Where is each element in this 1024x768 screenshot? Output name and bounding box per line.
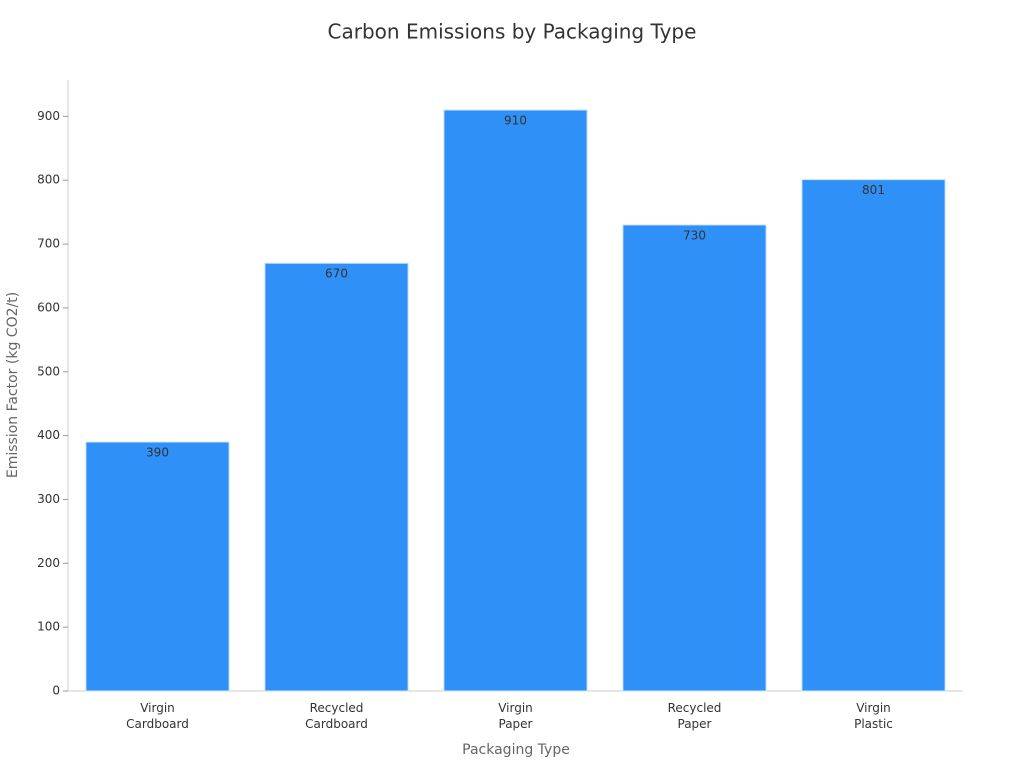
bar <box>85 441 230 692</box>
value-label: 910 <box>504 114 527 128</box>
y-tick-label: 800 <box>37 173 60 187</box>
value-label: 390 <box>146 446 169 460</box>
bar <box>443 109 588 692</box>
y-tick-label: 0 <box>52 684 60 698</box>
y-axis-label: Emission Factor (kg CO2/t) <box>5 292 21 478</box>
y-tick-label: 900 <box>37 109 60 123</box>
bar <box>622 224 767 692</box>
x-tick-label: Virgin Paper <box>498 701 533 731</box>
bar <box>801 179 946 692</box>
chart-title: Carbon Emissions by Packaging Type <box>328 20 697 44</box>
y-tick-label: 300 <box>37 492 60 506</box>
x-tick-label: Recycled Paper <box>668 701 722 731</box>
bar <box>264 262 409 692</box>
x-tick-label: Virgin Cardboard <box>126 701 189 731</box>
y-tick-label: 400 <box>37 428 60 442</box>
x-tick-label: Recycled Cardboard <box>305 701 368 731</box>
value-label: 801 <box>862 183 885 197</box>
value-label: 670 <box>325 267 348 281</box>
y-tick-label: 100 <box>37 620 60 634</box>
value-label: 730 <box>683 228 706 242</box>
y-tick-label: 700 <box>37 237 60 251</box>
y-tick-label: 500 <box>37 364 60 378</box>
y-tick-label: 200 <box>37 556 60 570</box>
x-axis-label: Packaging Type <box>462 742 570 758</box>
y-tick-label: 600 <box>37 300 60 314</box>
x-tick-label: Virgin Plastic <box>854 701 893 731</box>
